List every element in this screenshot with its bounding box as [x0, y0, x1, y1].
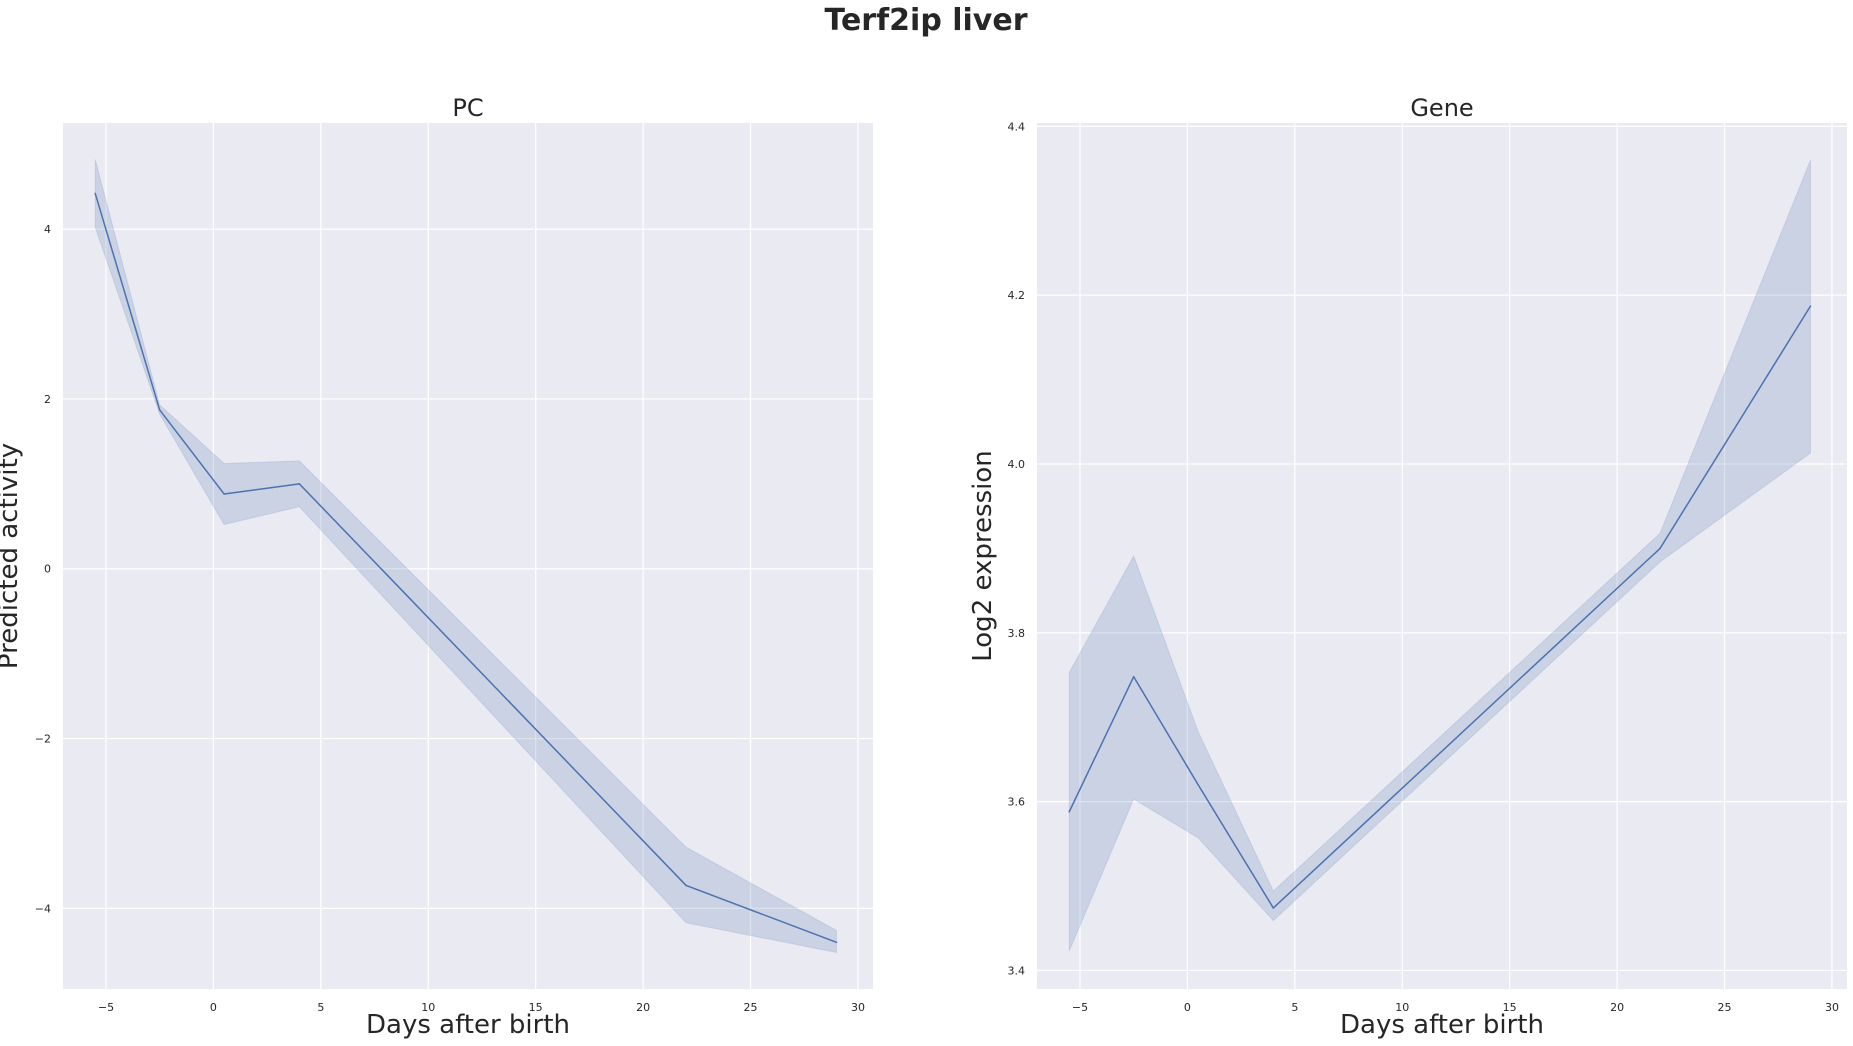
pc-x-axis-label: Days after birth: [366, 1010, 570, 1040]
pc-x-tick-label: −5: [98, 1001, 114, 1014]
gene-data-point: [1068, 810, 1071, 813]
gene-data-point: [1197, 783, 1199, 786]
gene-data-point: [1272, 907, 1275, 909]
pc-x-tick-label: 20: [636, 1001, 650, 1014]
pc-x-tick-label: 15: [529, 1001, 543, 1014]
pc-data-point: [685, 884, 687, 887]
pc-x-tick-label: 5: [317, 1001, 324, 1014]
pc-data-point: [298, 483, 301, 485]
gene-x-tick-label: −5: [1072, 1001, 1088, 1014]
panel-gene: −5 0 5 10 15 20 25 30 3.4 3.6 3.8 4.0 4.2 4.4 Gene Days…: [968, 94, 1847, 1040]
gene-x-axis-label: Days after birth: [1340, 1010, 1544, 1040]
gene-y-tick-label: 4.0: [1008, 458, 1026, 471]
gene-data-point: [1809, 305, 1812, 307]
pc-data-point: [223, 493, 225, 495]
gene-y-tick-label: 3.4: [1008, 964, 1026, 977]
gene-x-tick-label: 0: [1184, 1001, 1191, 1014]
gene-data-point: [1132, 675, 1135, 678]
gene-x-tick-label: 30: [1825, 1001, 1839, 1014]
pc-series-line: [94, 193, 837, 944]
gene-confidence-band: [1068, 159, 1811, 952]
gene-x-tick-label: 10: [1395, 1001, 1409, 1014]
pc-y-tick-label: 2: [44, 393, 51, 406]
gene-y-tick-label: 4.4: [1008, 120, 1026, 133]
pc-data-point: [835, 941, 838, 944]
gene-y-tick-label: 3.8: [1008, 627, 1026, 640]
pc-confidence-band: [94, 159, 837, 954]
gene-plot-area: [1037, 123, 1847, 989]
pc-data-point: [94, 192, 97, 195]
gene-x-tick-label: 15: [1503, 1001, 1517, 1014]
gene-y-tick-label: 4.2: [1008, 289, 1026, 302]
gene-x-tick-label: 25: [1718, 1001, 1732, 1014]
panel-pc: −5 0 5 10 15 20 25 30 −4 −2 0 2 4 PC Days after birth P…: [0, 94, 873, 1040]
pc-data-point: [158, 409, 161, 411]
gene-x-tick-label: 20: [1610, 1001, 1624, 1014]
gene-series-line: [1068, 305, 1812, 909]
pc-x-tick-label: 10: [421, 1001, 435, 1014]
gene-y-tick-label: 3.6: [1008, 796, 1026, 809]
pc-y-tick-label: −4: [35, 902, 51, 915]
pc-x-tick-label: 30: [851, 1001, 865, 1014]
figure-suptitle: Terf2ip liver: [824, 3, 1027, 38]
pc-y-tick-label: −2: [35, 733, 51, 746]
pc-plot-area: [63, 123, 873, 989]
pc-y-tick-label: 0: [44, 563, 51, 576]
pc-x-tick-label: 0: [210, 1001, 217, 1014]
pc-y-axis-label: Predicted activity: [0, 443, 24, 669]
pc-x-tick-label: 25: [744, 1001, 758, 1014]
gene-panel-title: Gene: [1410, 94, 1473, 122]
gene-y-axis-label: Log2 expression: [968, 450, 998, 662]
pc-y-tick-label: 4: [44, 223, 51, 236]
pc-panel-title: PC: [452, 94, 483, 122]
gene-x-tick-label: 5: [1291, 1001, 1298, 1014]
gene-data-point: [1659, 547, 1661, 550]
